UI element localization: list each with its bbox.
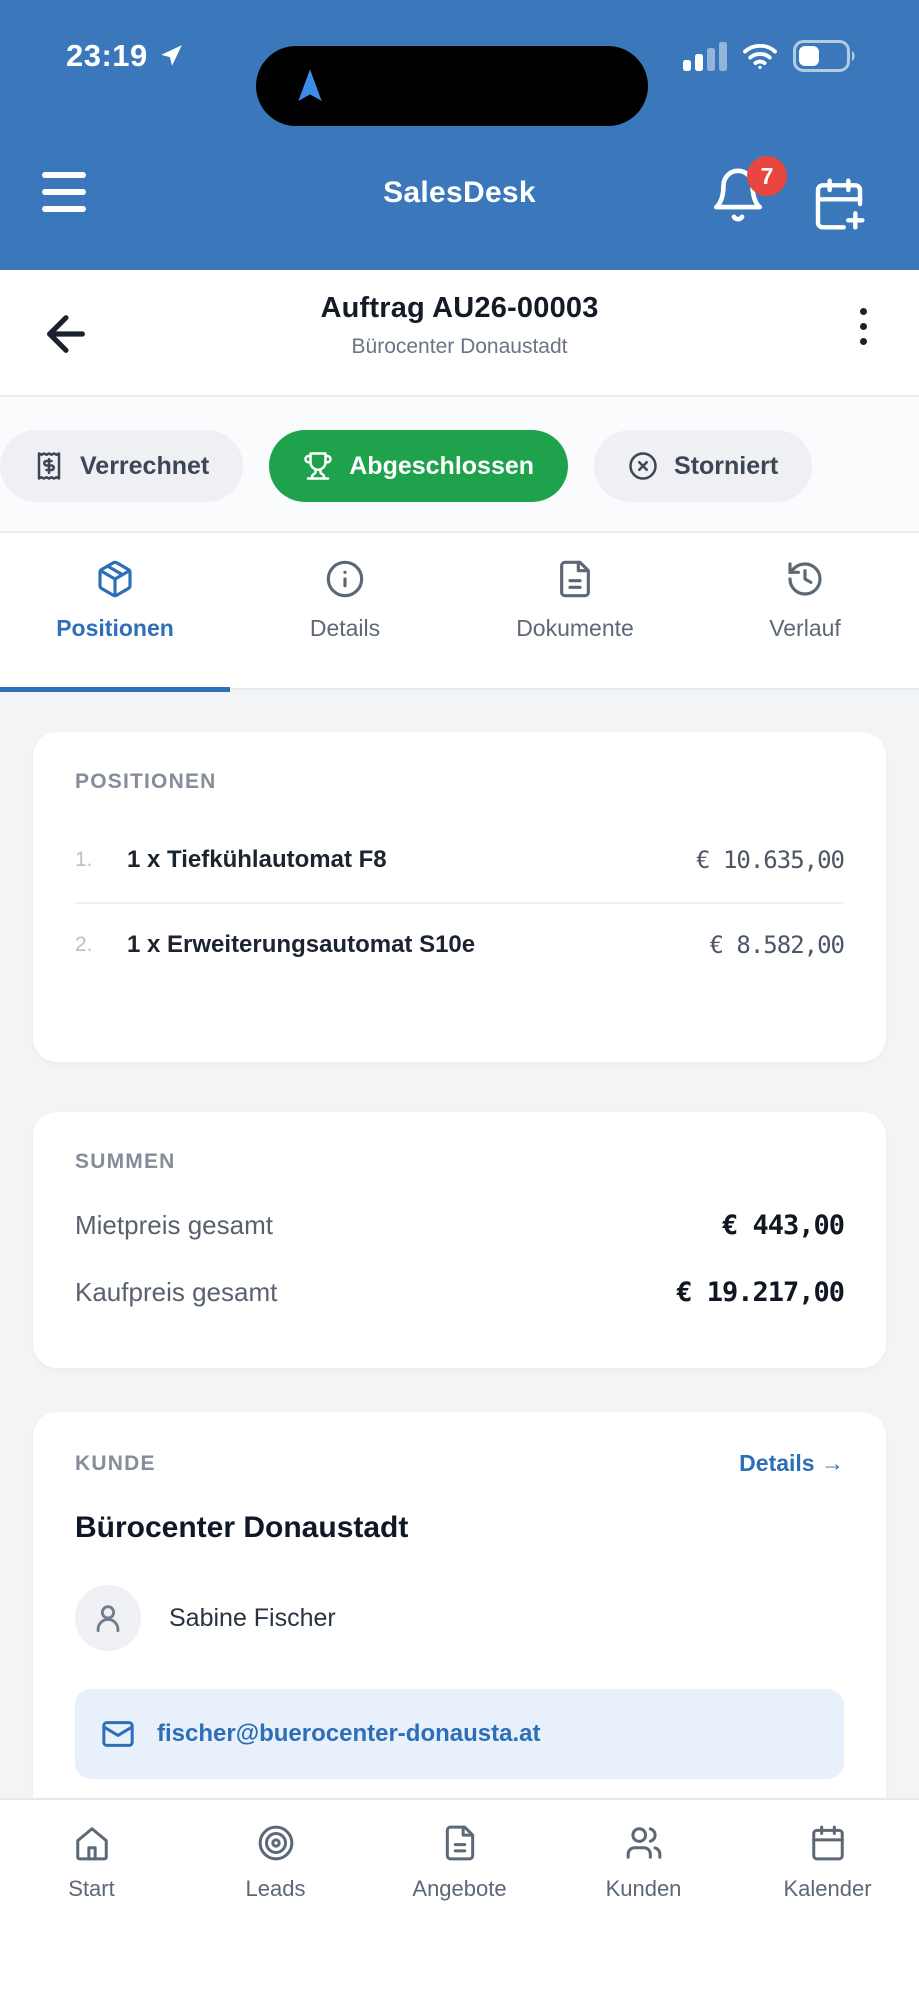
nav-item-kalender[interactable]: Kalender: [736, 1824, 919, 1902]
app-title: SalesDesk: [383, 176, 536, 209]
package-icon: [95, 559, 135, 599]
tab-label: Verlauf: [769, 615, 841, 641]
circle-x-icon: [628, 451, 658, 481]
chip-abgeschlossen[interactable]: Abgeschlossen: [269, 430, 569, 502]
status-icons: [683, 40, 857, 72]
calendar-plus-icon: [811, 174, 867, 234]
tab-label: Dokumente: [516, 615, 634, 641]
position-row: 1. 1 x Tiefkühlautomat F8 € 10.635,00: [75, 818, 845, 902]
tab-label: Details: [309, 615, 381, 641]
positions-card: POSITIONEN 1. 1 x Tiefkühlautomat F8 € 1…: [33, 732, 886, 1062]
calendar-add-button[interactable]: [811, 174, 867, 234]
clock-text: 23:19: [66, 38, 148, 73]
tab-dokumente[interactable]: Dokumente: [460, 533, 690, 690]
position-price: € 8.582,00: [709, 931, 845, 959]
notifications-button[interactable]: 7: [709, 156, 787, 242]
totals-card: SUMMEN Mietpreis gesamt € 443,00 Kaufpre…: [33, 1112, 886, 1368]
file-text-icon: [441, 1824, 479, 1862]
nav-item-leads[interactable]: Leads: [184, 1824, 367, 1902]
app-bar: SalesDesk 7: [0, 130, 919, 270]
nav-label: Kalender: [783, 1876, 872, 1901]
menu-icon[interactable]: [42, 172, 86, 223]
dynamic-island: [256, 46, 648, 126]
calendar-icon: [809, 1824, 847, 1862]
tab-verlauf[interactable]: Verlauf: [690, 533, 919, 690]
tab-positionen[interactable]: Positionen: [0, 533, 230, 692]
nav-label: Angebote: [412, 1876, 507, 1901]
customer-contact-row: Sabine Fischer: [75, 1585, 844, 1651]
nav-item-kunden[interactable]: Kunden: [552, 1824, 735, 1902]
chip-verrechnet[interactable]: Verrechnet: [0, 430, 244, 502]
chip-label: Verrechnet: [80, 451, 210, 480]
customer-card-title: KUNDE: [75, 1451, 156, 1475]
position-index: 2.: [75, 933, 93, 956]
nav-label: Leads: [245, 1876, 306, 1901]
tab-details[interactable]: Details: [230, 533, 460, 690]
page-header: Auftrag AU26-00003 Bürocenter Donaustadt: [0, 270, 919, 397]
blue-header: 23:19: [0, 0, 919, 270]
total-value: € 443,00: [721, 1210, 845, 1241]
mail-icon: [101, 1717, 135, 1751]
page-title: Auftrag AU26-00003: [320, 292, 599, 324]
home-icon: [73, 1824, 111, 1862]
customer-company-name: Bürocenter Donaustadt: [75, 1511, 409, 1544]
location-arrow-icon: [158, 43, 184, 69]
status-time: 23:19: [66, 38, 184, 74]
bell-icon: [709, 164, 771, 226]
tab-bar: Positionen Details Dokumente Verlauf: [0, 533, 919, 692]
chip-label: Abgeschlossen: [349, 451, 535, 480]
position-name: 1 x Tiefkühlautomat F8: [127, 846, 387, 873]
battery-icon: [793, 40, 857, 72]
file-text-icon: [555, 559, 595, 599]
position-row: 2. 1 x Erweiterungsautomat S10e € 8.582,…: [75, 902, 845, 986]
back-button[interactable]: [38, 306, 94, 362]
more-options-button[interactable]: [854, 302, 873, 359]
nav-label: Start: [68, 1876, 115, 1901]
total-label: Kaufpreis gesamt: [75, 1277, 278, 1307]
total-row: Kaufpreis gesamt € 19.217,00: [75, 1277, 845, 1308]
position-index: 1.: [75, 848, 93, 871]
page-subtitle: Bürocenter Donaustadt: [351, 335, 568, 358]
navigation-arrow-icon: [290, 66, 330, 106]
customer-details-link[interactable]: Details →: [739, 1450, 844, 1476]
status-chip-strip: Verrechnet Abgeschlossen Storniert: [0, 397, 919, 533]
target-icon: [257, 1824, 295, 1862]
status-bar: 23:19: [0, 0, 919, 130]
arrow-left-icon: [38, 306, 94, 362]
avatar: [75, 1585, 141, 1651]
active-tab-indicator: [0, 687, 230, 692]
trophy-icon: [303, 451, 333, 481]
totals-card-title: SUMMEN: [75, 1150, 176, 1173]
history-icon: [785, 559, 825, 599]
position-price: € 10.635,00: [696, 846, 845, 874]
info-icon: [325, 559, 365, 599]
signal-icon: [683, 41, 727, 71]
nav-item-angebote[interactable]: Angebote: [368, 1824, 551, 1902]
total-value: € 19.217,00: [676, 1277, 845, 1308]
bottom-navigation: Start Leads Angebote Kunden: [0, 1798, 919, 2000]
positions-card-title: POSITIONEN: [75, 770, 217, 793]
notification-badge: 7: [747, 156, 787, 196]
user-icon: [91, 1601, 125, 1635]
wifi-icon: [741, 41, 779, 71]
tab-label: Positionen: [56, 615, 174, 641]
chip-storniert[interactable]: Storniert: [594, 430, 813, 502]
receipt-icon: [34, 451, 64, 481]
total-row: Mietpreis gesamt € 443,00: [75, 1210, 845, 1241]
total-label: Mietpreis gesamt: [75, 1210, 273, 1240]
nav-item-start[interactable]: Start: [0, 1824, 183, 1902]
customer-email: fischer@buerocenter-donausta.at: [157, 1720, 541, 1747]
chip-label: Storniert: [674, 451, 779, 480]
customer-email-button[interactable]: fischer@buerocenter-donausta.at: [75, 1689, 844, 1779]
nav-label: Kunden: [605, 1876, 682, 1901]
contact-name: Sabine Fischer: [169, 1603, 336, 1632]
content-area: POSITIONEN 1. 1 x Tiefkühlautomat F8 € 1…: [0, 690, 919, 2000]
position-name: 1 x Erweiterungsautomat S10e: [127, 931, 476, 958]
users-icon: [625, 1824, 663, 1862]
